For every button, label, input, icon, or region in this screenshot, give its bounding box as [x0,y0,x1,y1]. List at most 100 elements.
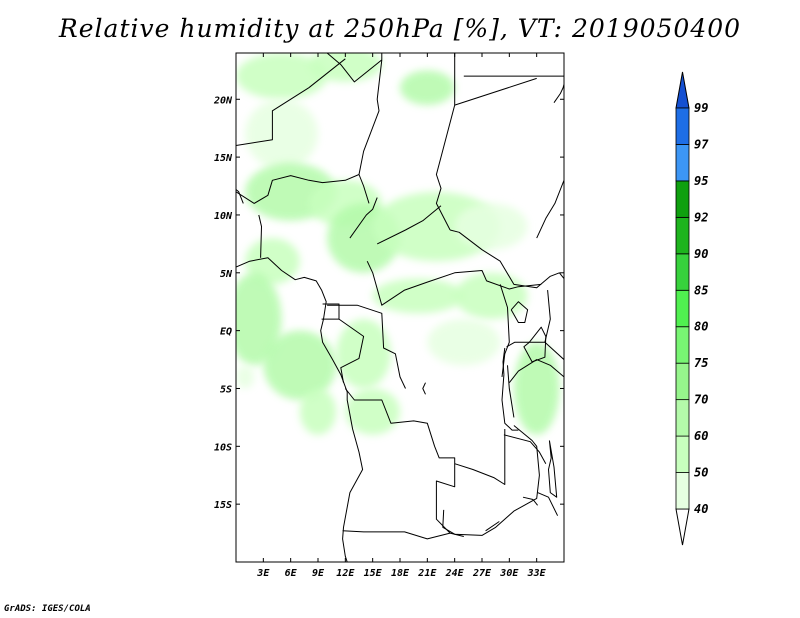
colorbar-label: 60 [694,429,708,443]
x-tick-label: 30E [499,568,519,579]
country-border [342,530,451,540]
humidity-field [400,70,455,106]
x-tick-label: 24E [445,568,465,579]
country-border [308,58,346,89]
x-tick-label: 33E [527,568,547,579]
country-border [537,492,559,516]
colorbar-bin [675,107,690,145]
colorbar-label: 80 [694,320,708,334]
y-tick-label: 10S [214,442,232,453]
x-tick-label: 18E [391,568,410,579]
humidity-field [345,388,400,435]
humidity-field [454,203,528,250]
colorbar-bin [675,216,690,255]
colorbar-bin [675,435,690,473]
country-border [344,388,464,537]
y-tick-label: 15N [214,153,233,164]
coastline [507,365,515,418]
y-tick-label: 20N [213,95,233,106]
y-tick-label: 15S [214,500,232,511]
colorbar-over-triangle [675,71,690,109]
coastline [523,326,547,363]
chart-title: Relative humidity at 250hPa [%], VT: 201… [58,14,742,43]
coastline [502,347,506,375]
colorbar-bin [675,289,690,328]
humidity-field [454,272,528,320]
humidity-field [245,99,318,169]
x-tick-label: 3E [256,568,270,579]
y-axis: 20N 15N 10N 5N EQ 5S 10S 15S [213,95,564,511]
country-border [508,359,564,384]
colorbar-label: 70 [694,393,708,407]
x-tick-label: 9E [312,568,325,579]
coastline [422,382,426,395]
country-border [321,303,340,320]
country-border [442,425,540,536]
humidity-field [236,365,255,389]
colorbar-label: 85 [694,283,708,297]
humidity-field [236,53,328,100]
country-border [236,53,383,83]
coastline [501,374,519,431]
y-tick-label: EQ [220,327,232,338]
colorbar-bin [675,472,690,510]
humidity-field [308,53,382,82]
country-border [503,434,547,464]
colorbar-label: 99 [694,101,708,115]
x-tick-label: 21E [417,568,437,579]
humidity-field [245,238,300,285]
colorbar-bin [675,253,690,291]
grads-credit: GrADS: IGES/COLA [4,604,91,614]
country-border [544,341,564,360]
colorbar-label: 40 [694,502,708,516]
country-border [236,87,310,146]
humidity-field [236,272,282,366]
colorbar-label: 75 [694,356,708,370]
country-border [454,429,506,485]
country-border [449,229,564,289]
x-axis: 3E 6E 9E 12E 15E 18E 21E 24E 27E 30E 33E [256,53,547,579]
colorbar-bin [675,326,690,364]
humidity-field [513,342,560,435]
coastline [485,521,500,532]
humidity-field [299,388,337,435]
coastline [510,301,529,323]
humidity-field [263,330,337,401]
country-borders [236,53,564,540]
country-border [349,197,378,239]
coastline [548,440,558,498]
colorbar-bin [675,362,690,401]
colorbar-bin [675,180,690,218]
colorbar-label: 97 [694,137,709,151]
colorbar-bin [675,144,690,182]
humidity-field [427,319,501,366]
country-border [258,214,262,258]
colorbar-under-triangle [675,508,690,546]
colorbar-label: 90 [694,247,708,261]
map-plot-area [235,52,565,563]
colorbar-label: 50 [694,466,708,480]
colorbar-bin [675,399,690,437]
x-tick-label: 6E [285,568,298,579]
coastline [522,496,538,506]
humidity-fields [236,53,560,435]
humidity-field [336,319,391,389]
country-border [358,59,383,204]
country-border [454,77,537,106]
y-tick-label: 5S [220,384,232,395]
country-border [536,180,564,239]
country-border [338,318,365,383]
colorbar-label: 92 [694,210,708,224]
country-border [366,260,542,306]
y-tick-label: 10N [214,211,233,222]
country-border [499,284,510,377]
x-tick-label: 15E [364,568,383,579]
country-border [236,174,360,204]
colorbar-label: 95 [694,174,708,188]
country-border [376,205,442,245]
coastlines [236,84,564,562]
humidity-field [372,278,464,314]
x-tick-label: 27E [472,568,492,579]
coastline [236,189,244,204]
